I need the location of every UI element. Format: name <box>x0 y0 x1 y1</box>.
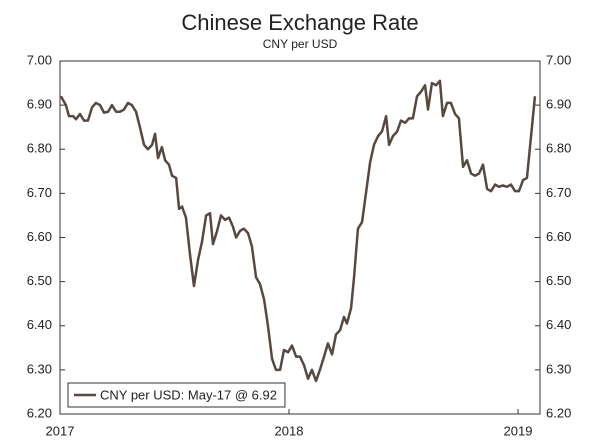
x-tick-label: 2017 <box>46 423 75 438</box>
y2-tick-label: 6.50 <box>546 273 571 288</box>
plot-frame <box>59 60 541 415</box>
y-tick-label: 6.40 <box>27 317 52 332</box>
x-tick-label: 2018 <box>275 423 304 438</box>
y-tick-label: 6.20 <box>27 405 52 420</box>
y-tick-label: 6.50 <box>27 273 52 288</box>
y2-tick-label: 6.20 <box>546 405 571 420</box>
x-tick-label: 2019 <box>504 423 533 438</box>
y-tick-label: 6.60 <box>27 229 52 244</box>
legend-box <box>67 382 286 408</box>
y2-tick-label: 6.60 <box>546 229 571 244</box>
y-tick-label: 6.30 <box>27 361 52 376</box>
chart-subtitle: CNY per USD <box>263 37 338 51</box>
y2-tick-label: 6.30 <box>546 361 571 376</box>
y-tick-label: 6.70 <box>27 185 52 200</box>
y-tick-label: 6.80 <box>27 141 52 156</box>
y2-tick-label: 6.80 <box>546 141 571 156</box>
series-line <box>59 79 537 383</box>
y-tick-label: 6.90 <box>27 97 52 112</box>
legend-label: CNY per USD: May-17 @ 6.92 <box>100 387 277 402</box>
y2-tick-label: 7.00 <box>546 52 571 67</box>
y2-tick-label: 6.70 <box>546 185 571 200</box>
y-tick-label: 7.00 <box>27 52 52 67</box>
chart-title: Chinese Exchange Rate <box>181 10 418 35</box>
y2-tick-label: 6.40 <box>546 317 571 332</box>
y2-tick-label: 6.90 <box>546 97 571 112</box>
